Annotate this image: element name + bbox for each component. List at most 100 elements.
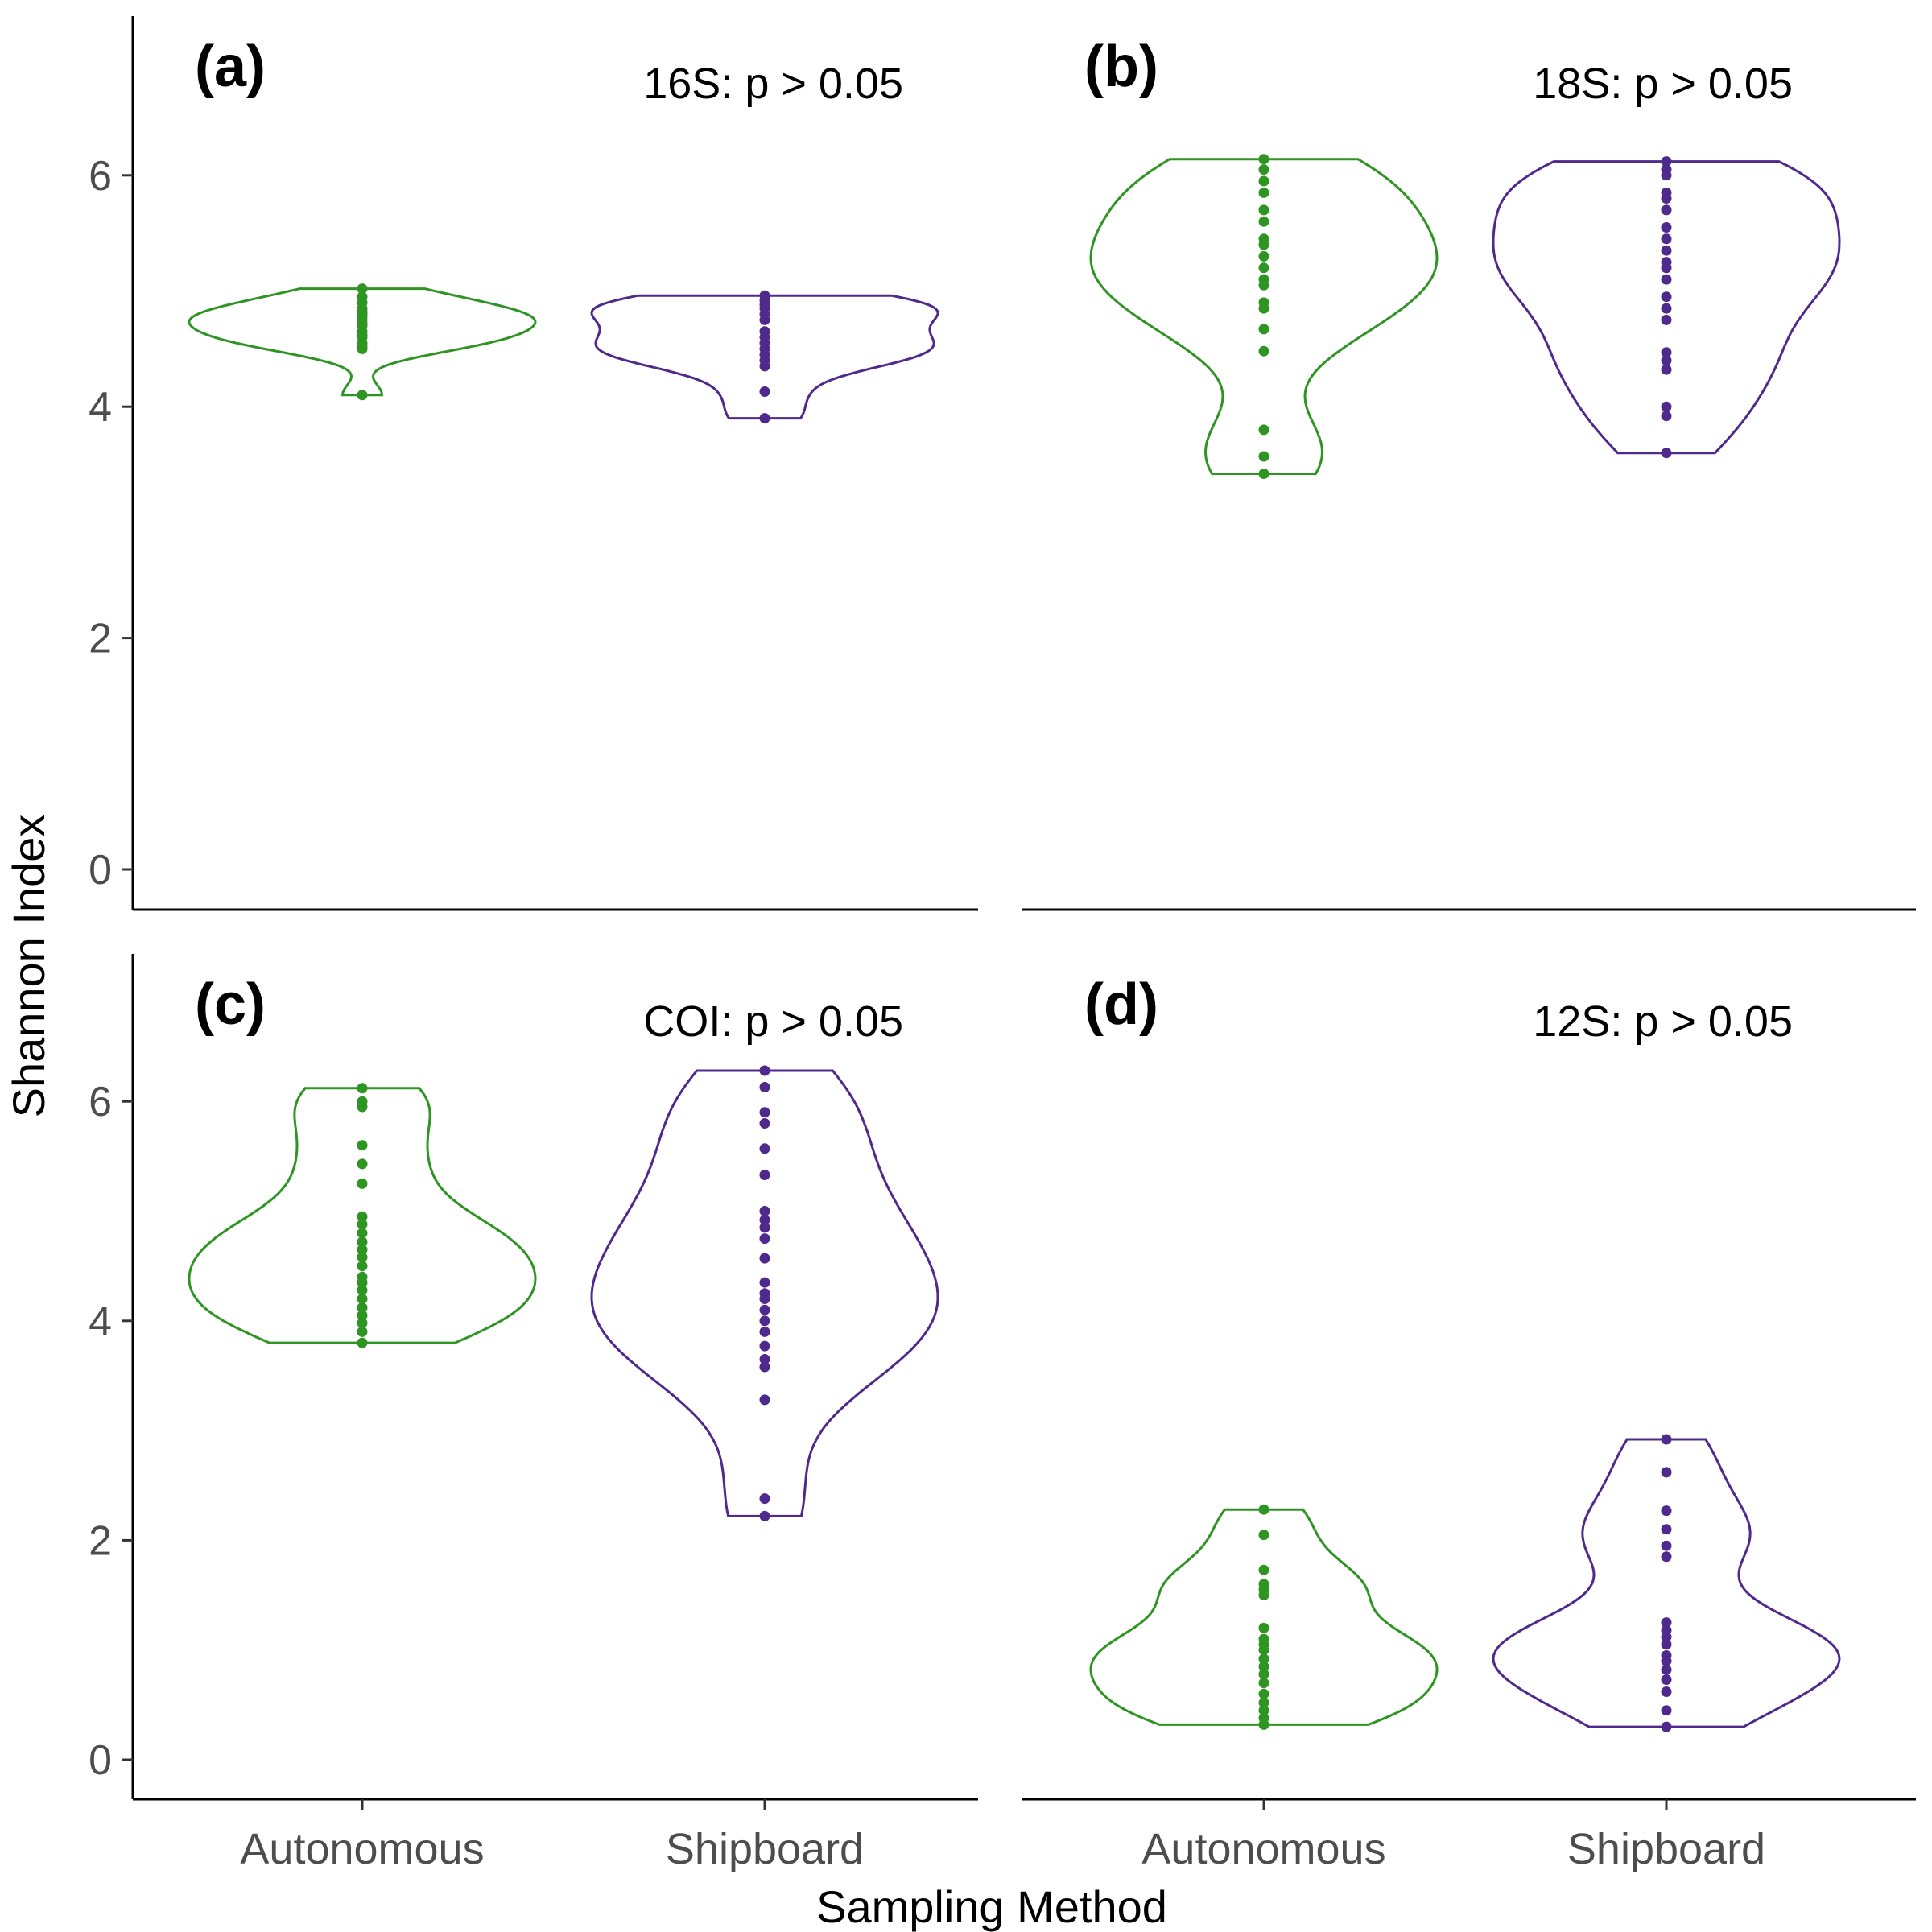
data-point (1258, 1688, 1269, 1699)
data-point (1661, 164, 1672, 175)
y-tick-label: 4 (89, 384, 112, 431)
data-point (1661, 1524, 1672, 1535)
data-point (357, 1302, 368, 1313)
data-point (357, 1244, 368, 1255)
data-point (1661, 257, 1672, 268)
data-point (1258, 1579, 1269, 1590)
data-point (1258, 324, 1269, 335)
data-point (1661, 448, 1672, 459)
y-tick-label: 2 (89, 616, 112, 663)
data-point (1258, 297, 1269, 308)
data-point (357, 1318, 368, 1328)
data-point (1258, 1622, 1269, 1633)
y-tick-label: 2 (89, 1517, 112, 1564)
data-point (1258, 204, 1269, 216)
data-point (759, 1065, 770, 1076)
data-point (1258, 216, 1269, 227)
data-point (759, 413, 770, 424)
data-point (759, 1143, 770, 1154)
data-point (759, 386, 770, 397)
data-point (1258, 1504, 1269, 1515)
data-point (759, 1288, 770, 1299)
y-axis-title: Shannon Index (3, 815, 54, 1118)
data-point (759, 290, 770, 301)
y-tick-label: 0 (89, 1737, 112, 1784)
data-point (759, 1277, 770, 1288)
data-point (1258, 1653, 1269, 1665)
data-point (1661, 1617, 1672, 1629)
data-point (1661, 303, 1672, 314)
data-point (357, 1337, 368, 1348)
data-point (357, 1140, 368, 1151)
violin-autonomous (1089, 158, 1439, 475)
data-point (759, 1206, 770, 1216)
data-point (1258, 164, 1269, 175)
data-point (759, 1214, 770, 1225)
data-point (1258, 1669, 1269, 1680)
data-point (357, 1285, 368, 1296)
data-point (357, 1271, 368, 1282)
data-point (1661, 222, 1672, 233)
panel-label: (c) (195, 972, 266, 1037)
x-axis-title: Sampling Method (816, 1881, 1167, 1932)
data-point (357, 283, 368, 295)
violin-shipboard (590, 294, 939, 420)
data-point (1661, 233, 1672, 245)
p-value-annotation: COI: p > 0.05 (643, 997, 903, 1046)
data-point (1661, 1650, 1672, 1661)
y-tick-label: 0 (89, 847, 112, 894)
data-point (759, 1340, 770, 1352)
panels-group: 0 2 4 6 (a) 16S: p > 0.05 (b) 18S: p > 0.05 0 2 4 6… (89, 16, 1916, 1873)
data-point (1258, 345, 1269, 357)
data-point (1661, 1664, 1672, 1675)
data-point (759, 1326, 770, 1337)
data-point (357, 1083, 368, 1094)
data-point (1258, 154, 1269, 165)
y-tick-label: 6 (89, 153, 112, 200)
data-point (1258, 469, 1269, 479)
data-point (1661, 1434, 1672, 1445)
x-tick-label: Autonomous (240, 1825, 484, 1873)
violin-shipboard (590, 1069, 939, 1517)
panel-label: (b) (1084, 35, 1158, 99)
data-point (759, 1510, 770, 1521)
y-tick-label: 6 (89, 1079, 112, 1125)
data-point (1661, 1467, 1672, 1478)
data-point (1258, 1564, 1269, 1575)
panel-d: (d) 12S: p > 0.05 Autonomous Shipboard (1022, 972, 1916, 1873)
data-point (759, 1107, 770, 1118)
data-point (759, 1082, 770, 1092)
data-point (1661, 245, 1672, 256)
data-point (1661, 1674, 1672, 1685)
data-point (1258, 1661, 1269, 1672)
violin-autonomous (1089, 1508, 1439, 1726)
data-point (357, 1158, 368, 1170)
data-point (759, 1118, 770, 1129)
data-point (357, 1252, 368, 1263)
data-point (1661, 401, 1672, 412)
x-tick-label: Shipboard (1567, 1825, 1765, 1873)
data-point (357, 390, 368, 401)
data-point (1258, 1705, 1269, 1716)
data-point (759, 1315, 770, 1327)
data-point (759, 1394, 770, 1406)
data-point (1258, 233, 1269, 245)
violin-autonomous (188, 1087, 537, 1344)
data-point (759, 1493, 770, 1505)
data-point (1661, 1540, 1672, 1551)
data-point (1661, 1639, 1672, 1650)
data-point (1661, 1705, 1672, 1716)
data-point (1661, 314, 1672, 325)
data-point (1661, 1624, 1672, 1636)
data-point (1661, 411, 1672, 422)
y-tick-label: 4 (89, 1298, 112, 1345)
data-point (1661, 291, 1672, 303)
data-point (357, 1219, 368, 1230)
data-point (357, 1261, 368, 1272)
panel-label: (a) (195, 35, 266, 99)
panel-b: (b) 18S: p > 0.05 (1022, 35, 1916, 911)
data-point (1661, 204, 1672, 216)
violin-shipboard (1492, 160, 1841, 455)
data-point (1258, 1697, 1269, 1708)
data-point (357, 1228, 368, 1239)
